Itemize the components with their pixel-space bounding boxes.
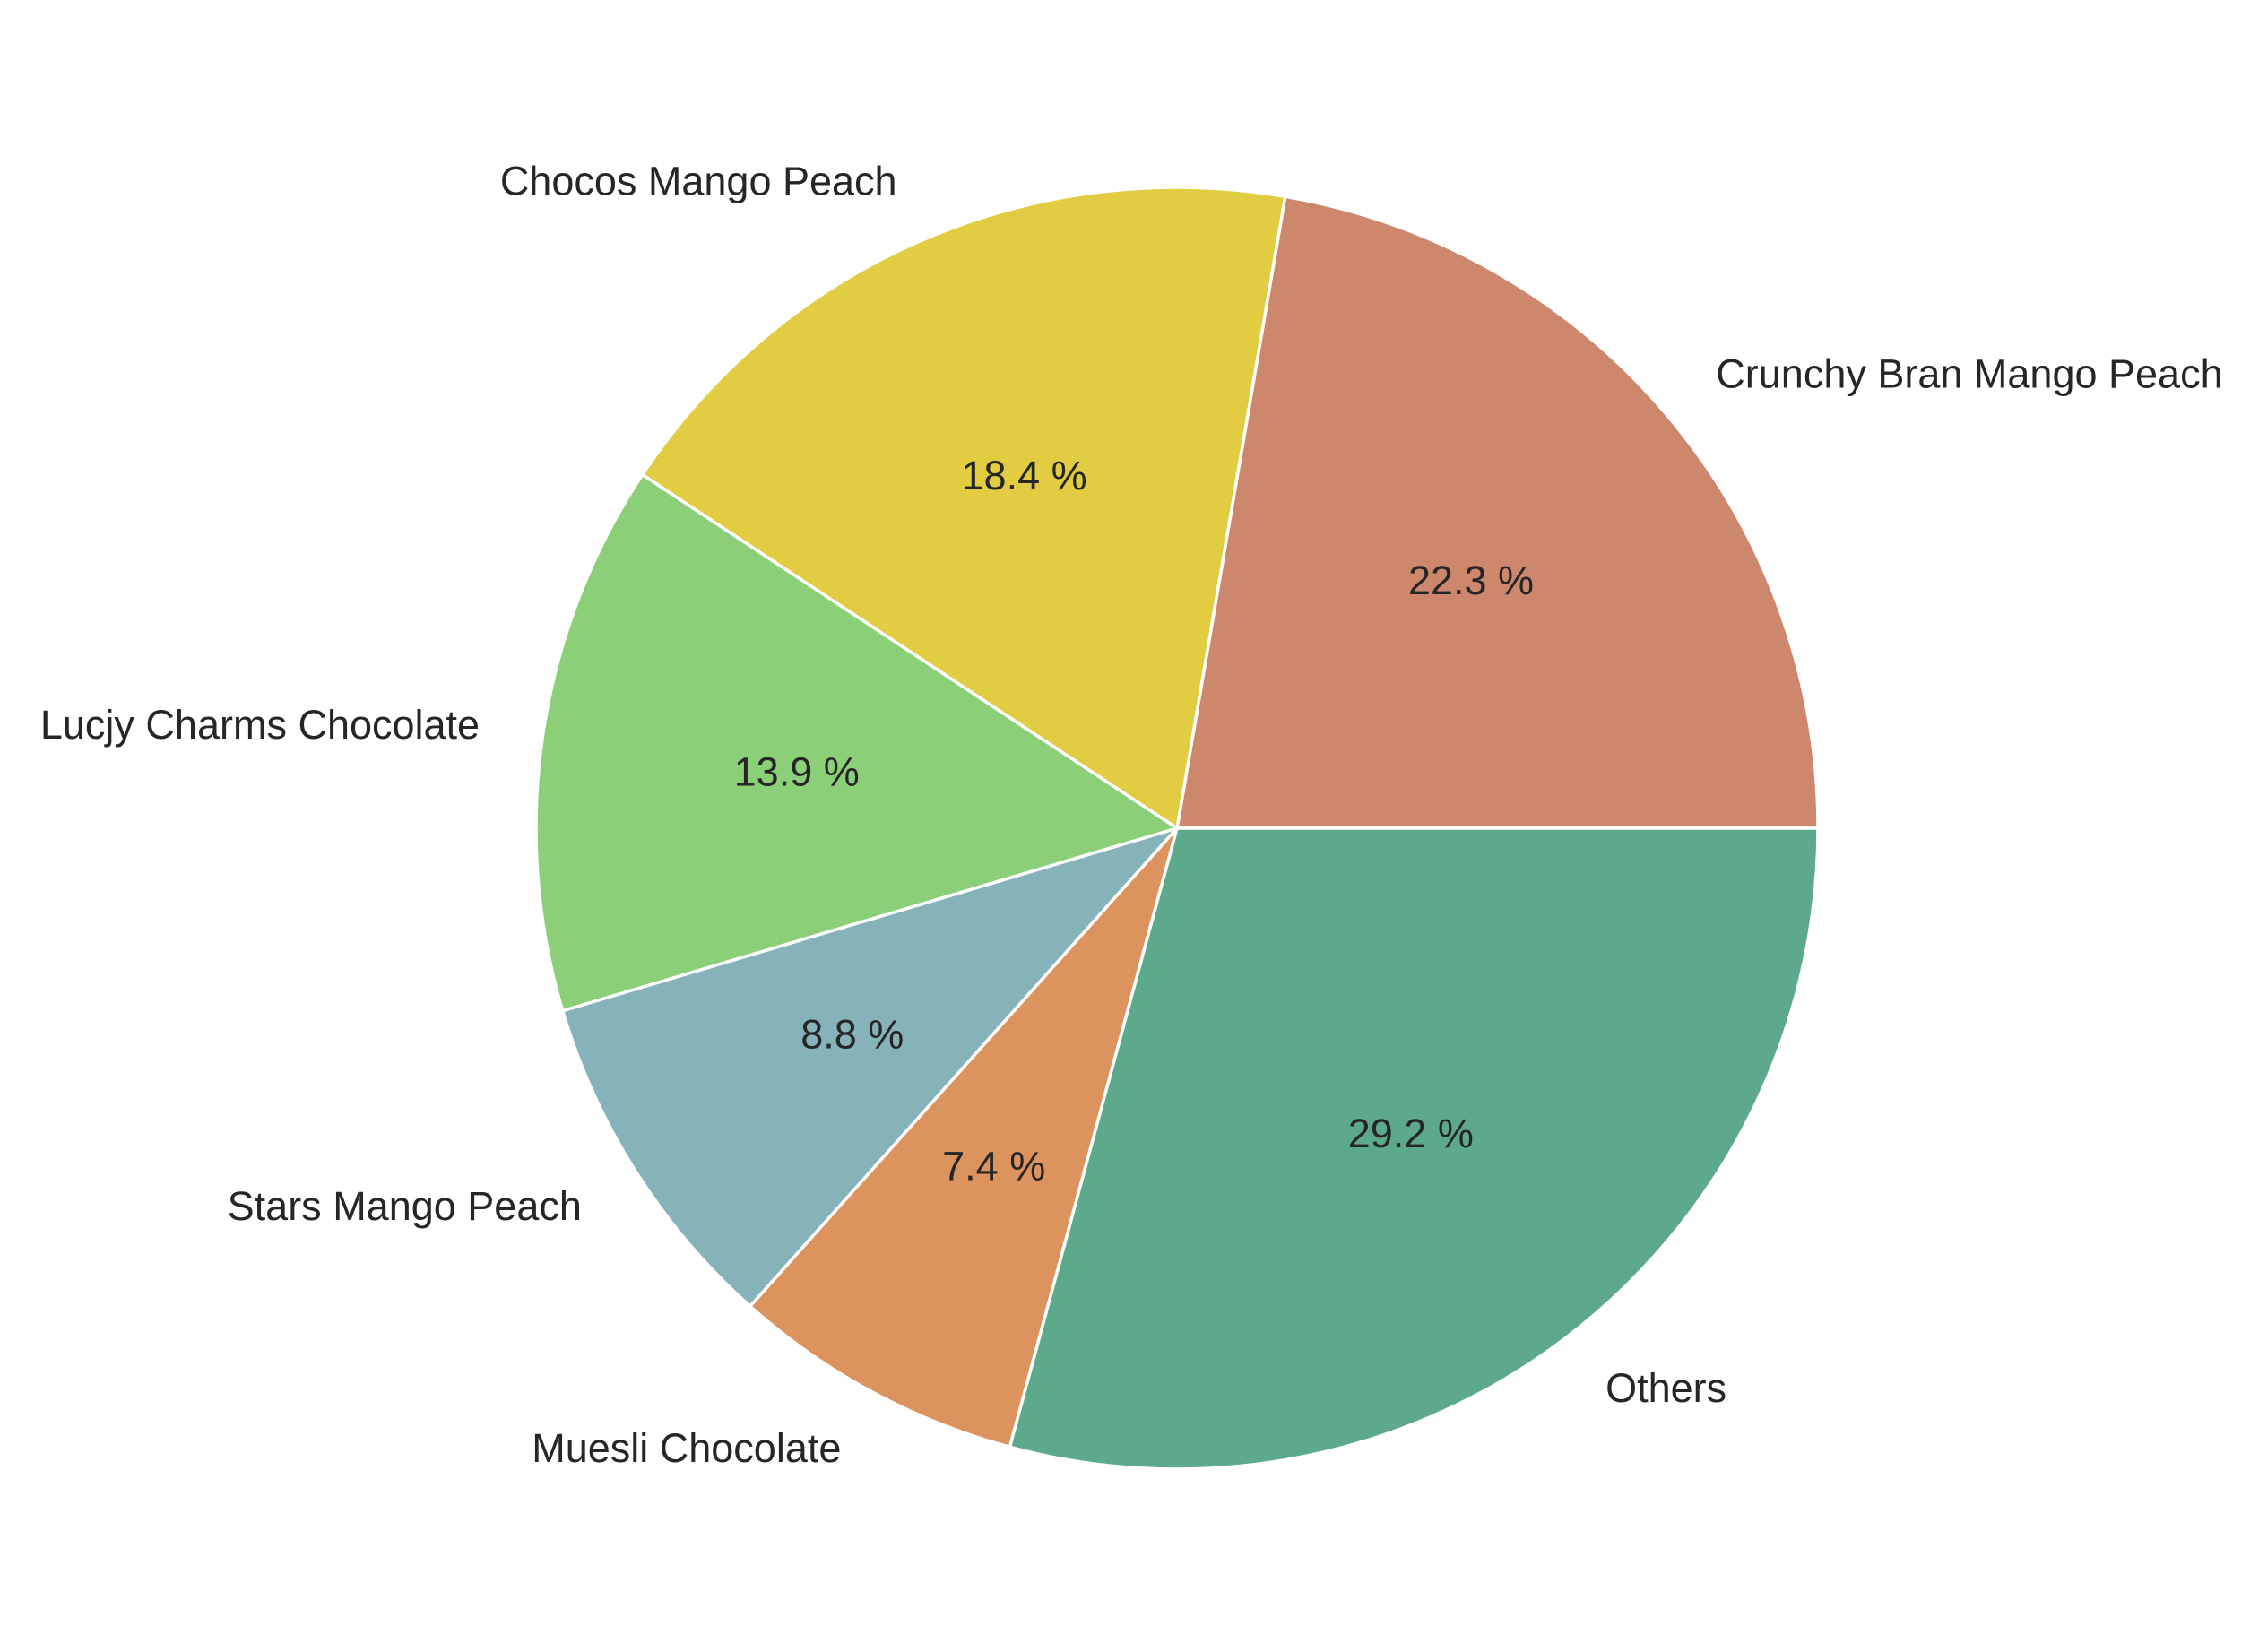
pie-slice-lucjy-charms-chocolate [534, 472, 1179, 1013]
pct-label-muesli-chocolate: 7.4 % [942, 1144, 1045, 1189]
pie-slice-crunchy-bran-mango-peach [1175, 195, 1820, 830]
pct-label-lucjy-charms-chocolate: 13.9 % [734, 748, 860, 794]
pct-label-crunchy-bran-mango-peach: 22.3 % [1408, 558, 1534, 603]
slice-label-muesli-chocolate: Muesli Chocolate [532, 1425, 841, 1471]
pie-slice-others [1008, 826, 1820, 1471]
slice-label-others: Others [1605, 1365, 1726, 1411]
slice-label-chocos-mango-peach: Chocos Mango Peach [500, 159, 897, 204]
slice-label-lucjy-charms-chocolate: Lucjy Charms Chocolate [40, 702, 480, 748]
pct-label-others: 29.2 % [1348, 1111, 1474, 1156]
pct-label-stars-mango-peach: 8.8 % [800, 1011, 904, 1057]
slice-label-crunchy-bran-mango-peach: Crunchy Bran Mango Peach [1716, 351, 2222, 397]
slice-label-stars-mango-peach: Stars Mango Peach [228, 1183, 582, 1229]
pie-labels: 22.3 % Crunchy Bran Mango Peach 18.4 % Choc… [40, 159, 2223, 1471]
pie-slices [534, 186, 1820, 1471]
pie-slice-stars-mango-peach [560, 826, 1179, 1309]
pie-slice-chocos-mango-peach [640, 186, 1287, 830]
pie-slice-muesli-chocolate [749, 826, 1179, 1449]
pct-label-chocos-mango-peach: 18.4 % [962, 453, 1087, 498]
